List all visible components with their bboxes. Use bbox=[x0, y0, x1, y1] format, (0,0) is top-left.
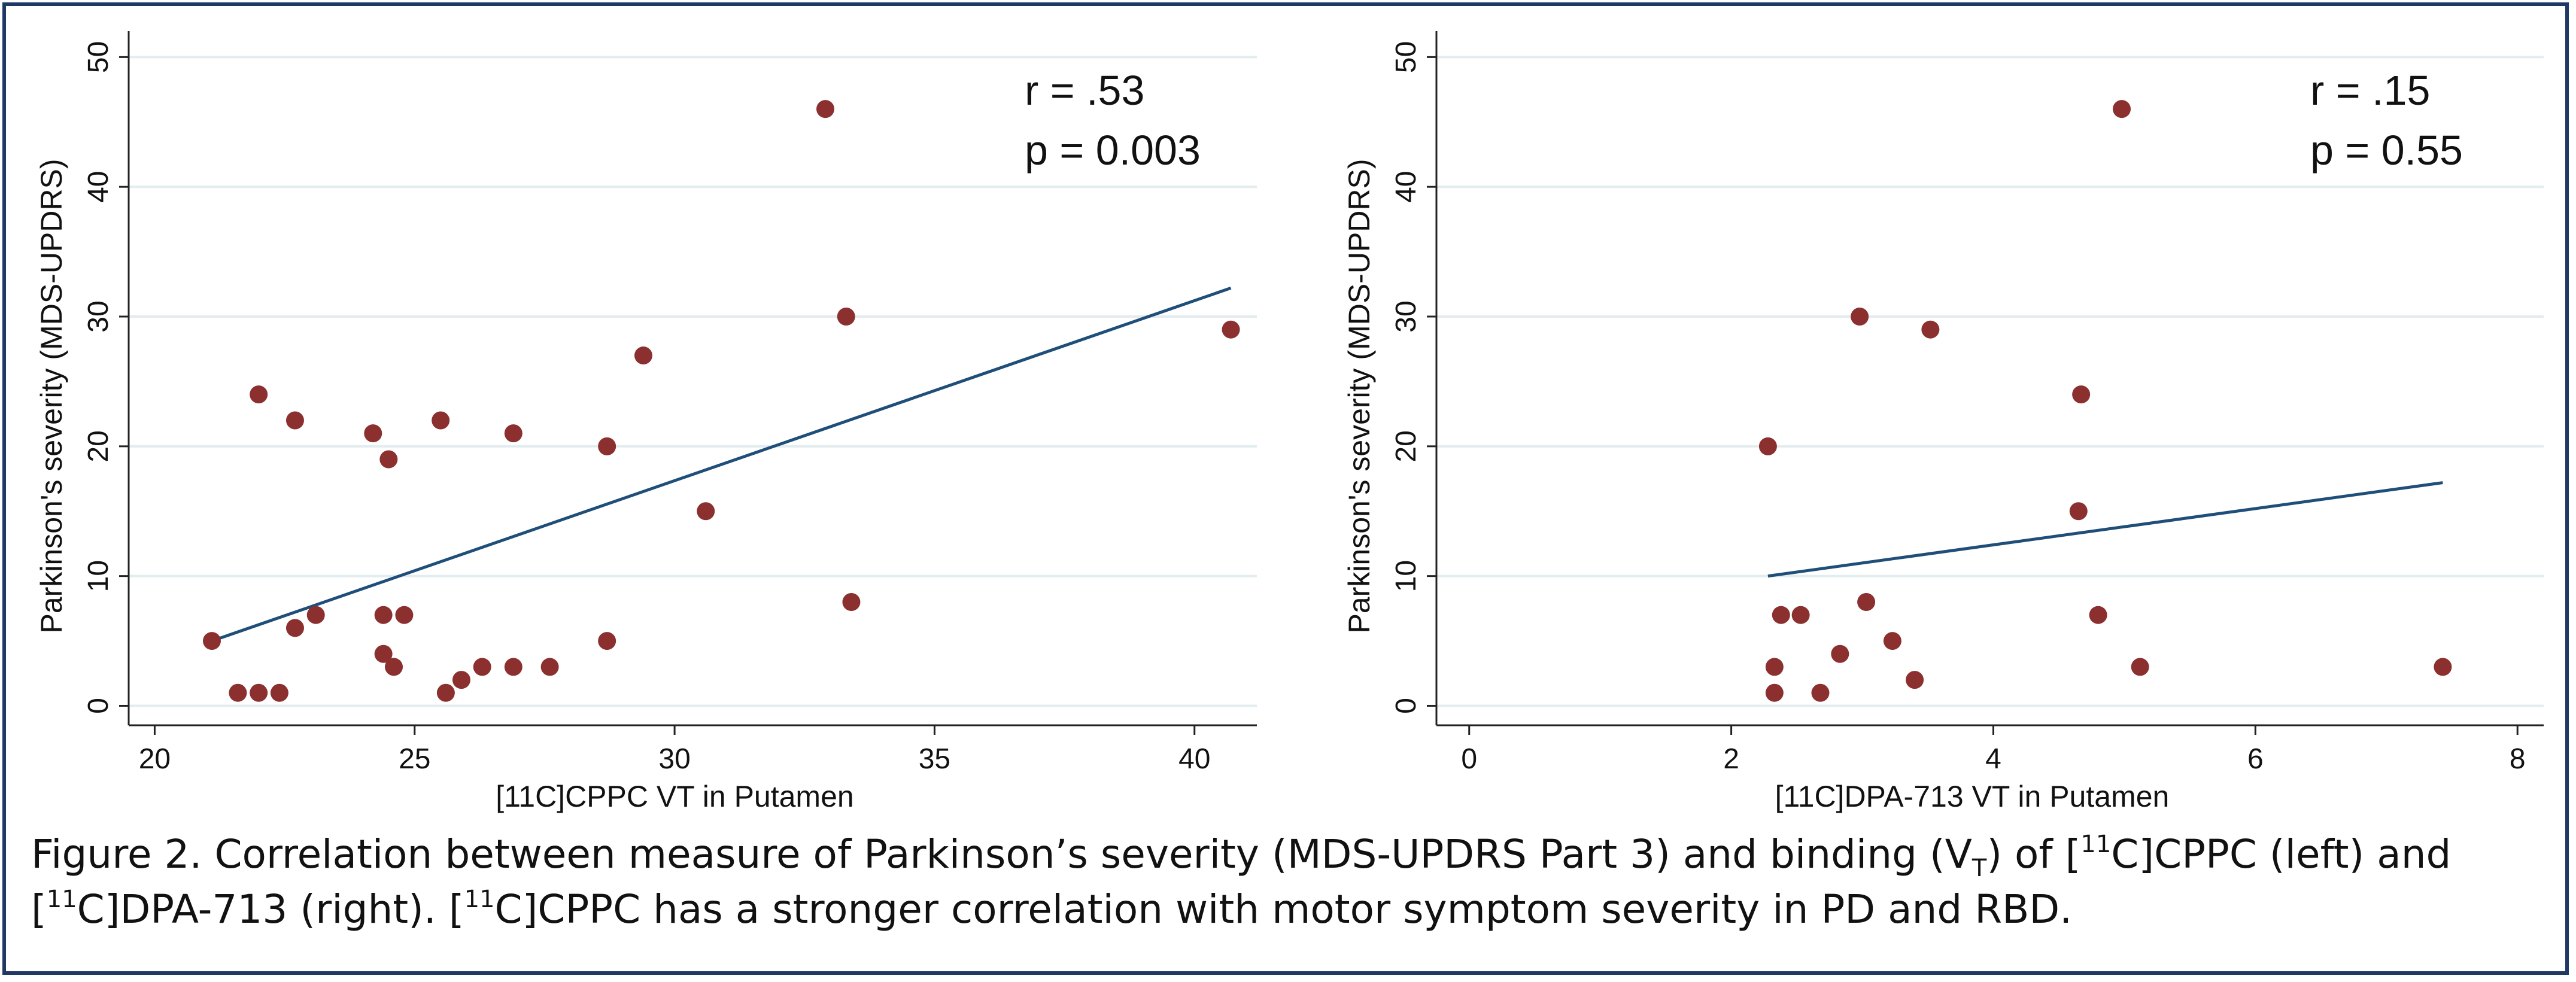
y-tick-label: 10 bbox=[1390, 560, 1422, 592]
correlation-p: p = 0.55 bbox=[2310, 127, 2463, 174]
data-point bbox=[842, 593, 861, 612]
data-point bbox=[1906, 671, 1924, 689]
y-tick-label: 0 bbox=[1390, 698, 1422, 714]
y-tick-label: 50 bbox=[83, 41, 114, 73]
data-point bbox=[364, 424, 382, 443]
data-point bbox=[270, 683, 288, 702]
y-tick-label: 50 bbox=[1390, 41, 1422, 73]
data-point bbox=[2072, 385, 2091, 404]
data-point bbox=[2131, 658, 2149, 676]
data-point bbox=[1857, 593, 1876, 612]
caption-line-2: [11C]DPA-713 (right). [11C]CPPC has a st… bbox=[31, 882, 2545, 937]
y-tick-label: 0 bbox=[83, 698, 114, 714]
data-point bbox=[1772, 606, 1790, 624]
x-tick-label: 20 bbox=[139, 743, 171, 775]
data-point bbox=[598, 632, 616, 650]
x-tick-label: 0 bbox=[1461, 743, 1477, 775]
data-point bbox=[473, 658, 491, 676]
x-tick-label: 8 bbox=[2510, 743, 2526, 775]
data-point bbox=[1765, 658, 1784, 676]
data-point bbox=[1851, 308, 1869, 326]
data-point bbox=[379, 450, 398, 469]
data-point bbox=[1765, 683, 1784, 702]
y-axis-title: Parkinson's severity (MDS-UPDRS) bbox=[1342, 159, 1376, 633]
fit-line bbox=[211, 286, 1232, 643]
caption-text: ) of [ bbox=[1986, 831, 2081, 877]
data-point bbox=[697, 502, 715, 521]
data-point bbox=[598, 437, 616, 455]
data-point bbox=[2434, 658, 2452, 676]
data-point bbox=[1222, 320, 1240, 339]
data-point bbox=[202, 632, 221, 650]
data-point bbox=[2089, 606, 2107, 624]
data-point bbox=[452, 671, 470, 689]
fit-line bbox=[1767, 481, 2443, 578]
x-tick-label: 4 bbox=[1985, 743, 2001, 775]
data-point bbox=[436, 683, 455, 702]
caption-text: [ bbox=[31, 886, 47, 932]
data-point bbox=[250, 683, 268, 702]
figure-caption: Figure 2. Correlation between measure of… bbox=[31, 827, 2545, 937]
caption-superscript: 11 bbox=[464, 886, 495, 913]
data-point bbox=[2113, 100, 2131, 118]
data-point bbox=[229, 683, 247, 702]
y-axis-title: Parkinson's severity (MDS-UPDRS) bbox=[35, 159, 68, 633]
data-point bbox=[504, 424, 523, 443]
data-point bbox=[540, 658, 559, 676]
y-tick-label: 20 bbox=[83, 430, 114, 462]
data-point bbox=[1831, 644, 1849, 663]
x-axis-title: [11C]DPA-713 VT in Putamen bbox=[1775, 780, 2170, 813]
data-point bbox=[2069, 502, 2088, 521]
x-axis-title: [11C]CPPC VT in Putamen bbox=[496, 780, 853, 813]
y-tick-label: 20 bbox=[1390, 430, 1422, 462]
y-tick-label: 10 bbox=[83, 560, 114, 592]
x-tick-label: 35 bbox=[919, 743, 950, 775]
chart-left: 0 10 20 30 40 50 20 25 30 35 40 [11C]CPPC VT in Put… bbox=[35, 31, 1257, 813]
y-tick-label: 30 bbox=[83, 300, 114, 332]
data-point bbox=[1883, 632, 1901, 650]
data-point bbox=[385, 658, 403, 676]
caption-superscript: 11 bbox=[2080, 831, 2112, 858]
caption-superscript: 11 bbox=[46, 886, 77, 913]
data-point bbox=[374, 644, 393, 663]
caption-text: C]DPA-713 (right). [ bbox=[77, 886, 464, 932]
x-tick-label: 30 bbox=[658, 743, 690, 775]
data-point bbox=[1791, 606, 1810, 624]
data-point bbox=[374, 606, 393, 624]
caption-subscript: T bbox=[1972, 855, 1987, 882]
data-point bbox=[504, 658, 523, 676]
data-point bbox=[250, 385, 268, 404]
data-point bbox=[285, 619, 304, 637]
correlation-r: r = .53 bbox=[1025, 67, 1144, 114]
caption-text: C]CPPC has a stronger correlation with m… bbox=[494, 886, 2073, 932]
x-tick-label: 40 bbox=[1178, 743, 1210, 775]
data-point bbox=[1758, 437, 1777, 455]
caption-text: C]CPPC (left) and bbox=[2111, 831, 2452, 877]
data-point bbox=[1811, 683, 1830, 702]
correlation-r: r = .15 bbox=[2310, 67, 2430, 114]
data-point bbox=[634, 346, 652, 365]
x-tick-label: 2 bbox=[1723, 743, 1739, 775]
x-tick-label: 25 bbox=[399, 743, 430, 775]
y-tick-label: 40 bbox=[1390, 171, 1422, 202]
data-point bbox=[837, 308, 855, 326]
data-point bbox=[395, 606, 414, 624]
data-point bbox=[306, 606, 325, 624]
data-point bbox=[432, 411, 450, 430]
y-tick-label: 40 bbox=[83, 171, 114, 202]
caption-text: Figure 2. Correlation between measure of… bbox=[31, 831, 1972, 877]
data-point bbox=[285, 411, 304, 430]
y-tick-label: 30 bbox=[1390, 300, 1422, 332]
x-tick-label: 6 bbox=[2247, 743, 2264, 775]
data-point bbox=[816, 100, 835, 118]
data-point bbox=[1921, 320, 1940, 339]
caption-line-1: Figure 2. Correlation between measure of… bbox=[31, 827, 2545, 882]
correlation-p: p = 0.003 bbox=[1025, 127, 1201, 174]
chart-right: 0 10 20 30 40 50 0 2 4 6 8 [11C]DPA-713 VT in Putam… bbox=[1342, 31, 2544, 813]
